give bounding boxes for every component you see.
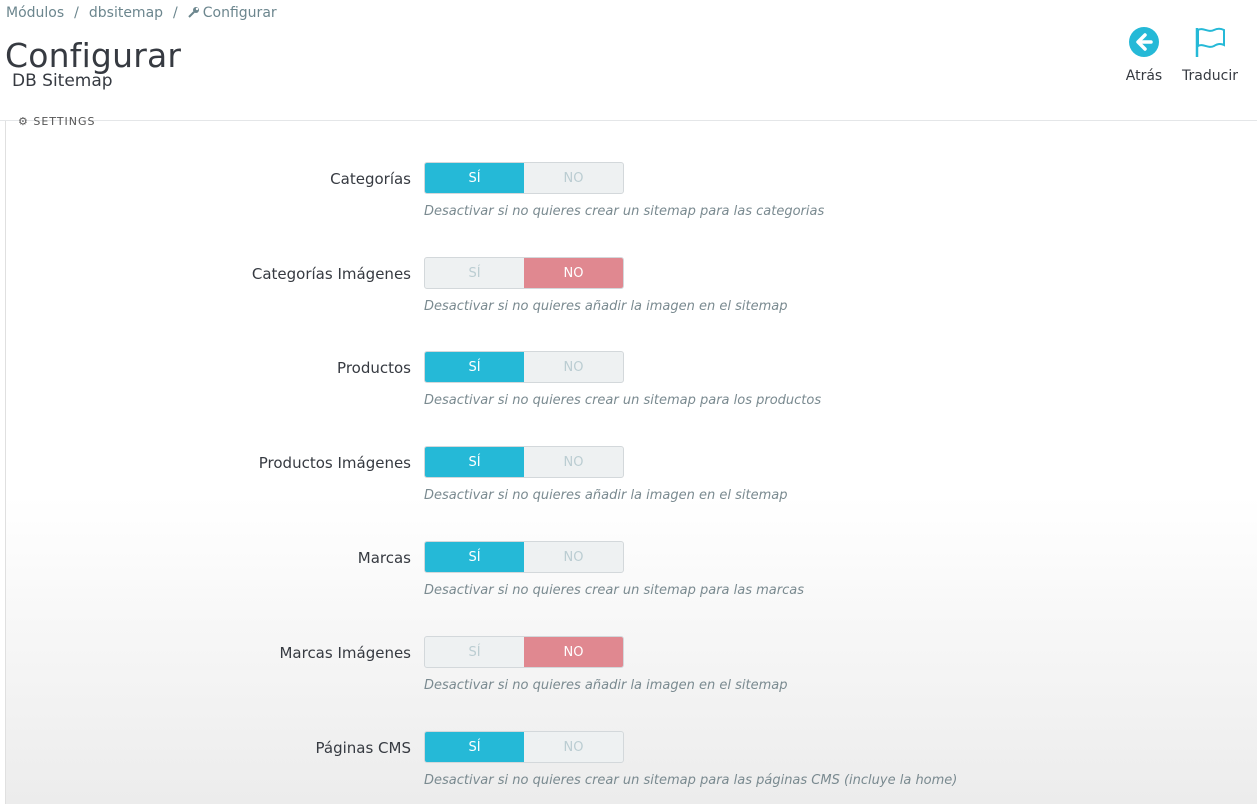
panel-heading-label: SETTINGS bbox=[33, 115, 96, 127]
switch-option-yes[interactable]: SÍ bbox=[425, 542, 524, 572]
setting-row: Productos Imágenes SÍ NO Desactivar si no q… bbox=[6, 446, 1257, 506]
breadcrumb: Módulos / dbsitemap / Configurar bbox=[6, 5, 277, 21]
switch-option-yes[interactable]: SÍ bbox=[425, 352, 524, 382]
cogs-icon: ⚙ bbox=[18, 115, 29, 127]
yes-no-switch[interactable]: SÍ NO bbox=[424, 636, 624, 668]
setting-row: Páginas CMS SÍ NO Desactivar si no quieres … bbox=[6, 731, 1257, 791]
setting-help-text: Desactivar si no quieres crear un sitema… bbox=[424, 204, 825, 219]
back-button[interactable]: Atrás bbox=[1114, 24, 1174, 94]
switch-option-yes[interactable]: SÍ bbox=[468, 265, 481, 281]
wrench-icon bbox=[188, 6, 200, 21]
breadcrumb-item-modules[interactable]: Módulos bbox=[6, 5, 65, 21]
switch-option-no[interactable]: NO bbox=[563, 454, 584, 470]
switch-option-no[interactable]: NO bbox=[563, 549, 584, 565]
breadcrumb-item-dbsitemap[interactable]: dbsitemap bbox=[88, 5, 164, 21]
setting-row: Productos SÍ NO Desactivar si no quieres cr… bbox=[6, 351, 1257, 411]
yes-no-switch[interactable]: SÍ NO bbox=[424, 731, 624, 763]
setting-row: Marcas SÍ NO Desactivar si no quieres crear… bbox=[6, 541, 1257, 601]
switch-option-yes[interactable]: SÍ bbox=[425, 447, 524, 477]
switch-option-no[interactable]: NO bbox=[524, 258, 623, 288]
breadcrumb-item-configurar: Configurar bbox=[202, 5, 277, 21]
flag-icon bbox=[1192, 24, 1228, 60]
setting-label: Productos Imágenes bbox=[258, 454, 411, 472]
setting-label: Páginas CMS bbox=[315, 739, 411, 757]
setting-help-text: Desactivar si no quieres añadir la image… bbox=[424, 488, 788, 503]
setting-row: Categorías Imágenes SÍ NO Desactivar si no … bbox=[6, 257, 1257, 317]
translate-button[interactable]: Traducir bbox=[1180, 24, 1240, 94]
setting-help-text: Desactivar si no quieres crear un sitema… bbox=[424, 583, 804, 598]
switch-option-yes[interactable]: SÍ bbox=[425, 163, 524, 193]
yes-no-switch[interactable]: SÍ NO bbox=[424, 541, 624, 573]
setting-label: Marcas bbox=[357, 549, 411, 567]
panel-heading: ⚙ SETTINGS bbox=[18, 115, 96, 127]
setting-label: Categorías bbox=[330, 170, 411, 188]
back-button-label: Atrás bbox=[1125, 68, 1163, 84]
switch-option-yes[interactable]: SÍ bbox=[425, 732, 524, 762]
yes-no-switch[interactable]: SÍ NO bbox=[424, 351, 624, 383]
setting-help-text: Desactivar si no quieres añadir la image… bbox=[424, 678, 788, 693]
setting-label: Productos bbox=[337, 359, 411, 377]
switch-option-yes[interactable]: SÍ bbox=[468, 644, 481, 660]
yes-no-switch[interactable]: SÍ NO bbox=[424, 446, 624, 478]
setting-label: Categorías Imágenes bbox=[251, 265, 411, 283]
setting-help-text: Desactivar si no quieres añadir la image… bbox=[424, 299, 788, 314]
translate-button-label: Traducir bbox=[1182, 68, 1238, 84]
page-title: Configurar bbox=[5, 36, 182, 75]
yes-no-switch[interactable]: SÍ NO bbox=[424, 257, 624, 289]
setting-row: Categorías SÍ NO Desactivar si no quieres c… bbox=[6, 162, 1257, 222]
arrow-left-circle-icon bbox=[1126, 24, 1162, 60]
page-header: Módulos / dbsitemap / Configurar Configu… bbox=[0, 0, 1257, 121]
switch-option-no[interactable]: NO bbox=[563, 739, 584, 755]
switch-option-no[interactable]: NO bbox=[524, 637, 623, 667]
breadcrumb-separator: / bbox=[173, 5, 178, 21]
setting-label: Marcas Imágenes bbox=[279, 644, 411, 662]
setting-row: Marcas Imágenes SÍ NO Desactivar si no quie… bbox=[6, 636, 1257, 696]
breadcrumb-separator: / bbox=[74, 5, 79, 21]
setting-help-text: Desactivar si no quieres crear un sitema… bbox=[424, 773, 958, 788]
switch-option-no[interactable]: NO bbox=[563, 359, 584, 375]
settings-panel: ⚙ SETTINGS Categorías SÍ NO Desactivar si n… bbox=[5, 115, 1257, 804]
yes-no-switch[interactable]: SÍ NO bbox=[424, 162, 624, 194]
switch-option-no[interactable]: NO bbox=[563, 170, 584, 186]
setting-help-text: Desactivar si no quieres crear un sitema… bbox=[424, 393, 822, 408]
page-subtitle: DB Sitemap bbox=[12, 71, 113, 91]
